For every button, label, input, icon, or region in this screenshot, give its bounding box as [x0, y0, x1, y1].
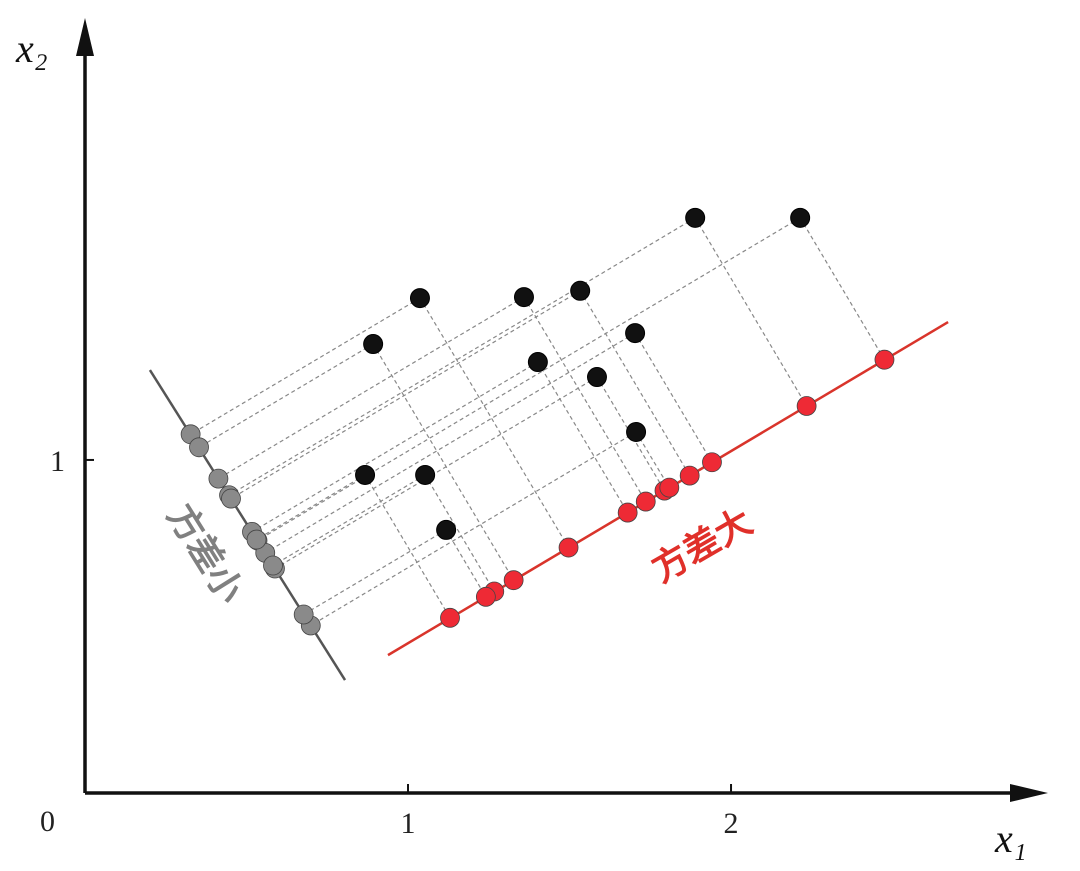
- point: [263, 555, 283, 576]
- point: [208, 468, 229, 489]
- projection-line: [694, 217, 808, 407]
- point: [874, 349, 895, 370]
- x-tick-label: 2: [724, 807, 739, 840]
- point: [415, 464, 436, 485]
- point: [355, 464, 376, 485]
- point: [702, 452, 722, 473]
- y-axis-arrow: [76, 18, 94, 56]
- projection-line: [198, 343, 374, 448]
- point: [475, 586, 496, 607]
- marks: [148, 207, 949, 681]
- point: [626, 421, 647, 442]
- point: [659, 477, 680, 498]
- x-tick-label: 1: [401, 807, 416, 840]
- projection-line: [272, 474, 426, 567]
- projection-line: [634, 332, 713, 463]
- projection-line: [424, 474, 495, 592]
- projection-line: [419, 297, 570, 548]
- annotation: 方差小: [159, 497, 251, 610]
- point: [617, 502, 638, 523]
- projection-line: [310, 431, 637, 626]
- projection-line: [218, 296, 525, 480]
- annotation: 方差大: [645, 501, 759, 591]
- x-axis-label: x₁: [994, 816, 1027, 861]
- point: [796, 396, 817, 416]
- point: [586, 367, 607, 388]
- y-tick-label: 1: [50, 445, 65, 478]
- point: [503, 570, 524, 591]
- projection-line: [303, 529, 447, 616]
- point: [221, 488, 241, 509]
- point: [570, 280, 591, 301]
- projection-line: [372, 343, 515, 581]
- projection-line: [230, 290, 581, 500]
- projection-line: [190, 297, 421, 435]
- origin-label: 0: [40, 805, 55, 838]
- projection-line: [635, 431, 670, 488]
- projection-line: [257, 217, 801, 542]
- point: [685, 207, 706, 228]
- point: [363, 334, 384, 355]
- point: [409, 288, 430, 309]
- y-axis-label: x₂: [15, 26, 48, 71]
- projection-line: [256, 474, 366, 541]
- point: [440, 607, 460, 628]
- projection-line: [251, 361, 539, 533]
- x-axis-arrow: [1010, 784, 1048, 802]
- projection-line: [228, 217, 696, 496]
- point: [293, 604, 314, 625]
- projection-line: [537, 361, 629, 513]
- point: [790, 207, 811, 228]
- point: [679, 465, 700, 486]
- point: [625, 323, 646, 344]
- point: [527, 352, 548, 373]
- point: [436, 519, 457, 540]
- point: [246, 529, 267, 550]
- projection-line: [579, 290, 691, 476]
- point: [189, 437, 209, 458]
- projection-line: [523, 296, 647, 502]
- point: [513, 287, 534, 308]
- projection-line: [274, 376, 598, 570]
- point: [558, 537, 579, 558]
- projection-line: [799, 217, 885, 361]
- projection-line: [445, 529, 487, 598]
- point: [635, 491, 656, 512]
- projection-lines: [190, 217, 885, 626]
- projection-line: [264, 332, 636, 554]
